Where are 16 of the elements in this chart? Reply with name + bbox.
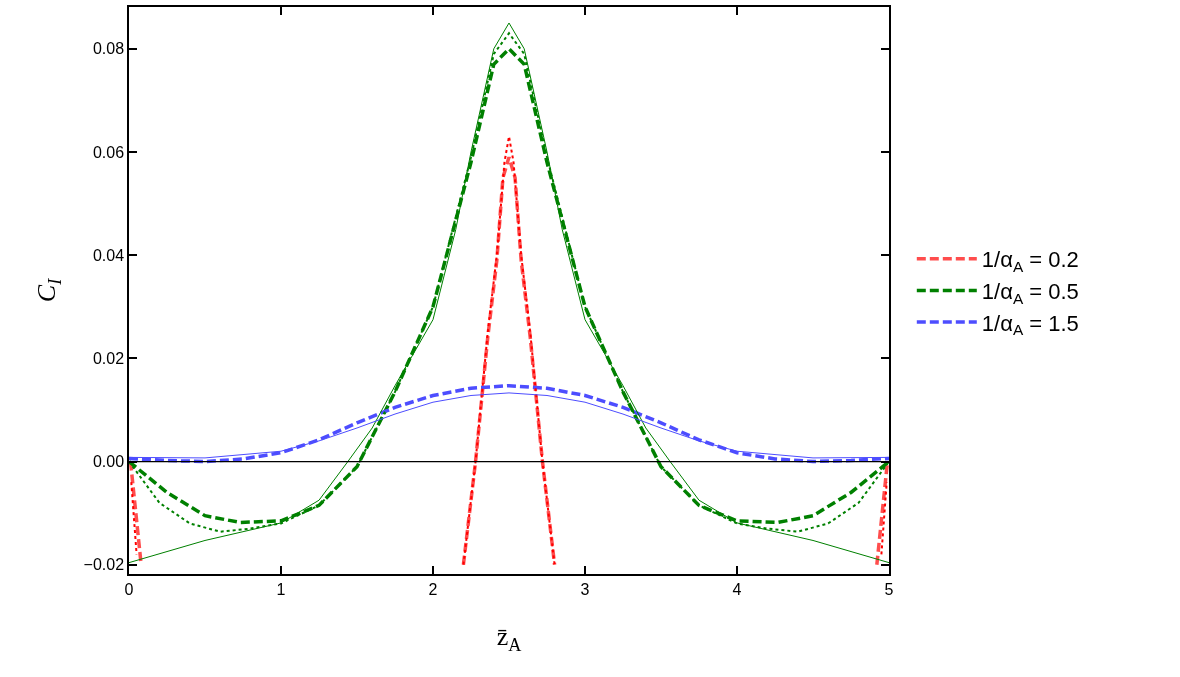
y-tick-label: 0.08 (92, 40, 125, 58)
y-tick-label: 0.00 (92, 453, 125, 471)
y-tick-label: 0.02 (92, 349, 125, 367)
x-axis-title: z̄$_{A}$ (496, 622, 522, 655)
y-tick-label: 0.06 (92, 143, 125, 161)
legend-label: 1/α$_{A}$ = 0.2 (981, 247, 1079, 275)
x-tick-label: 2 (428, 580, 438, 598)
x-tick-label: 5 (884, 580, 894, 598)
x-tick-label: 0 (124, 580, 134, 598)
y-tick-label: −0.02 (83, 556, 125, 574)
legend-label: 1/α$_{A}$ = 0.5 (981, 278, 1079, 307)
legend-label: 1/α$_{A}$ = 1.5 (981, 310, 1079, 339)
x-tick-label: 4 (732, 580, 742, 598)
x-tick-label: 3 (580, 580, 590, 598)
x-tick-label: 1 (276, 580, 286, 598)
y-tick-label: 0.04 (92, 246, 125, 264)
